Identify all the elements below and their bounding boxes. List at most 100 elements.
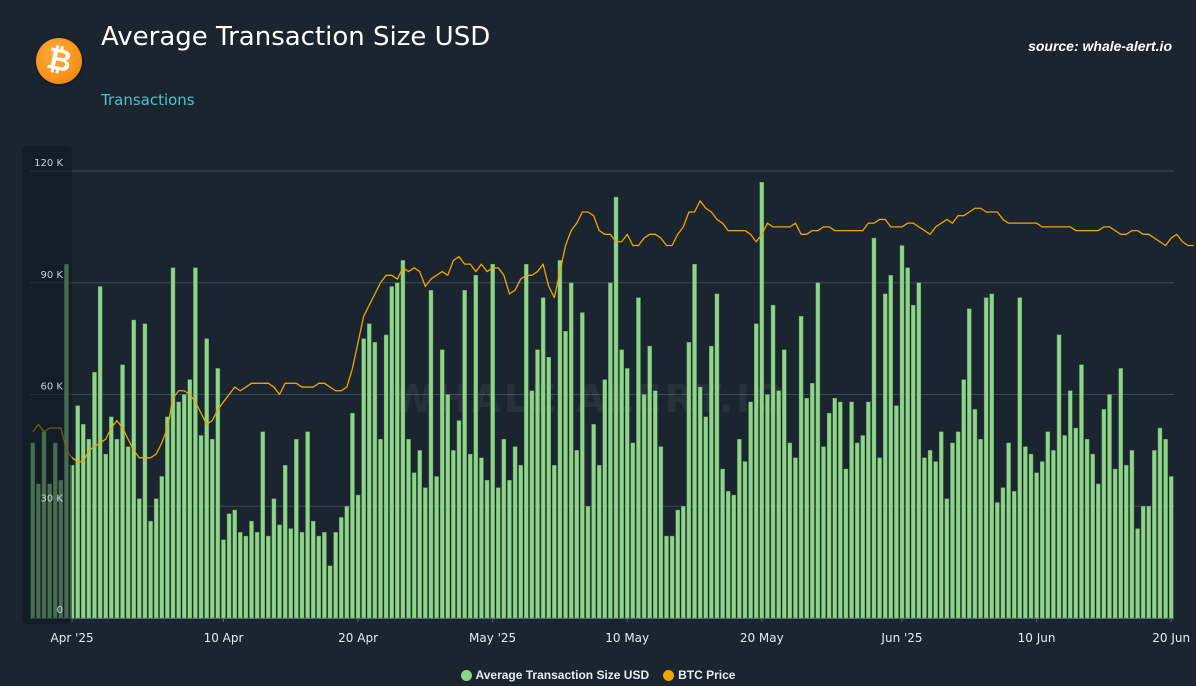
bar[interactable] <box>97 286 103 619</box>
bar[interactable] <box>540 297 546 619</box>
bar[interactable] <box>882 293 888 619</box>
bar[interactable] <box>1011 491 1017 619</box>
bar[interactable] <box>961 379 966 619</box>
bar[interactable] <box>462 290 467 619</box>
bar[interactable] <box>92 371 97 619</box>
bar[interactable] <box>316 535 322 619</box>
bar[interactable] <box>181 394 187 619</box>
bar[interactable] <box>355 494 361 619</box>
bar[interactable] <box>361 338 366 619</box>
bar[interactable] <box>1084 439 1090 619</box>
bar[interactable] <box>423 487 428 619</box>
bar[interactable] <box>529 390 535 619</box>
bar[interactable] <box>1056 334 1062 619</box>
bar[interactable] <box>748 401 753 619</box>
bar[interactable] <box>641 394 647 619</box>
bar[interactable] <box>131 319 136 619</box>
bar[interactable] <box>793 457 798 619</box>
bar[interactable] <box>501 439 507 619</box>
bar[interactable] <box>563 330 568 619</box>
bar[interactable] <box>636 297 641 619</box>
bar[interactable] <box>849 401 854 619</box>
bar[interactable] <box>109 416 114 619</box>
bar[interactable] <box>232 509 237 619</box>
bar[interactable] <box>322 532 327 619</box>
bar[interactable] <box>933 461 938 619</box>
bar[interactable] <box>843 468 849 619</box>
bar[interactable] <box>372 342 378 619</box>
bar[interactable] <box>193 267 198 619</box>
bar[interactable] <box>215 368 221 619</box>
bar[interactable] <box>810 383 815 619</box>
bar[interactable] <box>400 260 406 619</box>
bar[interactable] <box>804 398 809 619</box>
bar[interactable] <box>1068 390 1073 619</box>
bar[interactable] <box>826 412 832 619</box>
bar[interactable] <box>580 312 585 619</box>
bar[interactable] <box>905 267 910 619</box>
bar[interactable] <box>120 364 125 619</box>
bar[interactable] <box>854 442 860 619</box>
bar[interactable] <box>451 450 456 619</box>
bar[interactable] <box>1045 431 1051 619</box>
bar[interactable] <box>675 509 680 619</box>
bar[interactable] <box>995 502 1000 619</box>
bar[interactable] <box>922 457 927 619</box>
bar[interactable] <box>1124 465 1129 619</box>
bar[interactable] <box>277 524 282 619</box>
bar[interactable] <box>165 416 170 619</box>
bar[interactable] <box>395 282 400 619</box>
bar[interactable] <box>344 506 350 619</box>
bar[interactable] <box>473 275 479 619</box>
legend-item-avg-tx[interactable]: Average Transaction Size USD <box>460 668 649 682</box>
bar[interactable] <box>1034 472 1039 619</box>
bar[interactable] <box>299 532 305 619</box>
bar[interactable] <box>1073 427 1079 619</box>
bar[interactable] <box>187 379 193 619</box>
bar[interactable] <box>159 476 165 619</box>
bar[interactable] <box>238 532 243 619</box>
bar[interactable] <box>535 349 540 619</box>
bar[interactable] <box>260 431 265 619</box>
bar[interactable] <box>512 446 518 619</box>
bar[interactable] <box>1152 450 1157 619</box>
bar[interactable] <box>686 342 692 619</box>
bar[interactable] <box>1163 439 1168 619</box>
bar[interactable] <box>417 450 422 619</box>
bar[interactable] <box>552 465 557 619</box>
bar[interactable] <box>75 405 80 619</box>
bar[interactable] <box>1006 442 1011 619</box>
bar[interactable] <box>204 338 209 619</box>
bar[interactable] <box>709 345 714 619</box>
bar[interactable] <box>832 398 837 619</box>
range-navigator-handle[interactable] <box>22 146 72 624</box>
bar[interactable] <box>445 394 451 619</box>
bar[interactable] <box>877 457 882 619</box>
bar[interactable] <box>613 196 619 619</box>
legend-item-btc-price[interactable]: BTC Price <box>663 668 735 682</box>
bar[interactable] <box>496 487 501 619</box>
bar[interactable] <box>955 431 961 619</box>
bar[interactable] <box>1140 506 1146 619</box>
bar[interactable] <box>305 431 310 619</box>
bar[interactable] <box>406 439 411 619</box>
bar[interactable] <box>333 532 338 619</box>
bar[interactable] <box>619 349 624 619</box>
bar[interactable] <box>798 316 804 619</box>
bar[interactable] <box>776 390 781 619</box>
bar[interactable] <box>524 263 529 619</box>
bar[interactable] <box>86 439 92 619</box>
bar[interactable] <box>137 498 142 619</box>
bar[interactable] <box>153 498 159 619</box>
bar[interactable] <box>983 297 989 619</box>
bar[interactable] <box>658 446 664 619</box>
bar[interactable] <box>310 520 316 619</box>
bar[interactable] <box>148 520 153 619</box>
bar[interactable] <box>327 565 333 619</box>
bar[interactable] <box>894 405 899 619</box>
bar[interactable] <box>871 237 877 619</box>
bar[interactable] <box>1039 461 1045 619</box>
bar[interactable] <box>770 304 776 619</box>
bar[interactable] <box>142 323 148 619</box>
bar[interactable] <box>557 260 563 619</box>
